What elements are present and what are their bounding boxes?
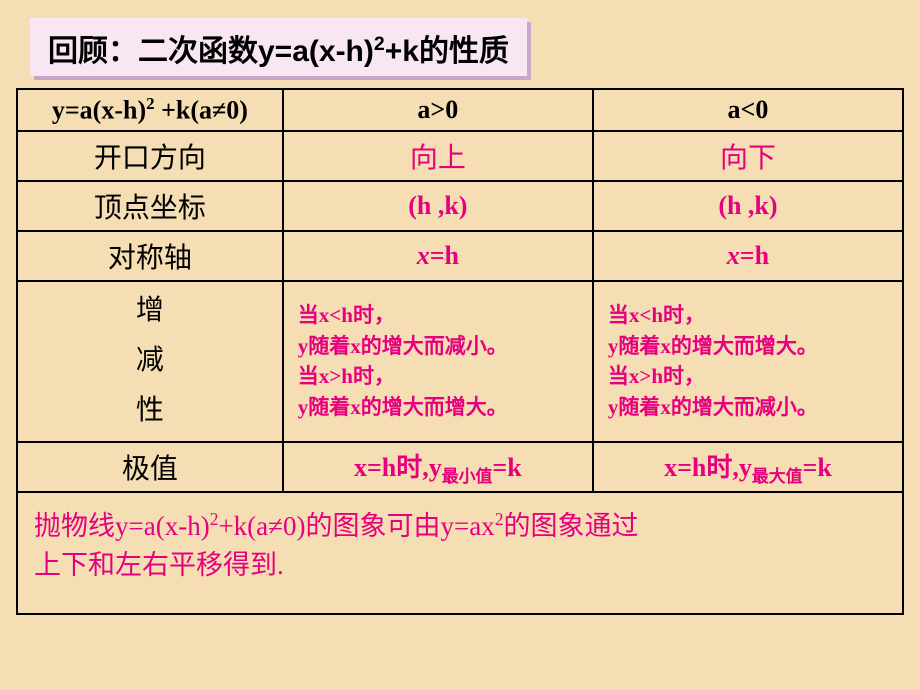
ep-post: =k <box>492 453 521 482</box>
header-formula: y=a(x-h)2 +k(a≠0) <box>17 89 283 131</box>
hf-mid: +k(a≠0) <box>155 96 248 125</box>
table-header-row: y=a(x-h)2 +k(a≠0) a>0 a<0 <box>17 89 903 131</box>
mono-l2: 减 <box>136 345 164 376</box>
en-sub: 最大值 <box>752 467 803 486</box>
row-axis: 对称轴 x=h x=h <box>17 231 903 281</box>
hf-pre: y=a(x-h) <box>52 96 146 125</box>
extreme-label: 极值 <box>17 442 283 492</box>
hf-sup: 2 <box>146 94 154 113</box>
header-a-neg: a<0 <box>593 89 903 131</box>
vertex-neg: (h ,k) <box>593 181 903 231</box>
opening-label: 开口方向 <box>17 131 283 181</box>
mp3: 当x>h时， <box>298 364 395 388</box>
row-vertex: 顶点坐标 (h ,k) (h ,k) <box>17 181 903 231</box>
en-post: =k <box>803 453 832 482</box>
footnote-text: 抛物线y=a(x-h)2+k(a≠0)的图象可由y=ax2的图象通过 上下和左右… <box>34 507 890 585</box>
mp4: y随着x的增大而增大。 <box>298 395 508 419</box>
extreme-pos: x=h时,y最小值=k <box>283 442 593 492</box>
slide-title: 回顾：二次函数y=a(x-h)2+k的性质 <box>30 18 527 76</box>
footnote-cell: 抛物线y=a(x-h)2+k(a≠0)的图象可由y=ax2的图象通过 上下和左右… <box>17 492 903 614</box>
fn-l2: 上下和左右平移得到. <box>34 550 284 580</box>
mono-l1: 增 <box>136 295 164 326</box>
title-prefix: 回顾：二次函数y=a(x-h) <box>48 35 374 68</box>
mp1: 当x<h时， <box>298 303 395 327</box>
axis-label: 对称轴 <box>17 231 283 281</box>
mn4: y随着x的增大而减小。 <box>608 395 818 419</box>
mn1: 当x<h时， <box>608 303 705 327</box>
monotone-pos: 当x<h时， y随着x的增大而减小。 当x>h时， y随着x的增大而增大。 <box>283 281 593 442</box>
fn-l1-mid: +k(a≠0)的图象可由y=ax <box>218 511 494 541</box>
mn2: y随着x的增大而增大。 <box>608 334 818 358</box>
mono-l3: 性 <box>136 395 164 426</box>
extreme-neg: x=h时,y最大值=k <box>593 442 903 492</box>
ep-sub: 最小值 <box>442 467 493 486</box>
monotone-neg: 当x<h时， y随着x的增大而增大。 当x>h时， y随着x的增大而减小。 <box>593 281 903 442</box>
axis-pos-var: x <box>417 241 430 270</box>
row-footnote: 抛物线y=a(x-h)2+k(a≠0)的图象可由y=ax2的图象通过 上下和左右… <box>17 492 903 614</box>
properties-table: y=a(x-h)2 +k(a≠0) a>0 a<0 开口方向 向上 向下 顶点坐… <box>16 88 904 615</box>
fn-l1-post: 的图象通过 <box>503 511 638 541</box>
header-a-pos: a>0 <box>283 89 593 131</box>
title-sup: 2 <box>374 33 385 55</box>
monotone-label: 增 减 性 <box>17 281 283 442</box>
en-pre: x=h时,y <box>664 453 752 482</box>
mp2: y随着x的增大而减小。 <box>298 334 508 358</box>
axis-neg: x=h <box>593 231 903 281</box>
row-extreme: 极值 x=h时,y最小值=k x=h时,y最大值=k <box>17 442 903 492</box>
row-opening: 开口方向 向上 向下 <box>17 131 903 181</box>
title-suffix: +k的性质 <box>385 35 509 68</box>
axis-neg-eq: =h <box>740 241 769 270</box>
ep-pre: x=h时,y <box>354 453 442 482</box>
axis-pos: x=h <box>283 231 593 281</box>
axis-neg-var: x <box>727 241 740 270</box>
opening-pos: 向上 <box>283 131 593 181</box>
mn3: 当x>h时， <box>608 364 705 388</box>
slide-title-wrap: 回顾：二次函数y=a(x-h)2+k的性质 <box>30 18 527 76</box>
vertex-label: 顶点坐标 <box>17 181 283 231</box>
fn-l1-pre: 抛物线y=a(x-h) <box>34 511 210 541</box>
axis-pos-eq: =h <box>430 241 459 270</box>
row-monotone: 增 减 性 当x<h时， y随着x的增大而减小。 当x>h时， y随着x的增大而… <box>17 281 903 442</box>
opening-neg: 向下 <box>593 131 903 181</box>
vertex-pos: (h ,k) <box>283 181 593 231</box>
slide-container: 回顾：二次函数y=a(x-h)2+k的性质 y=a(x-h)2 +k(a≠0) … <box>0 0 920 690</box>
